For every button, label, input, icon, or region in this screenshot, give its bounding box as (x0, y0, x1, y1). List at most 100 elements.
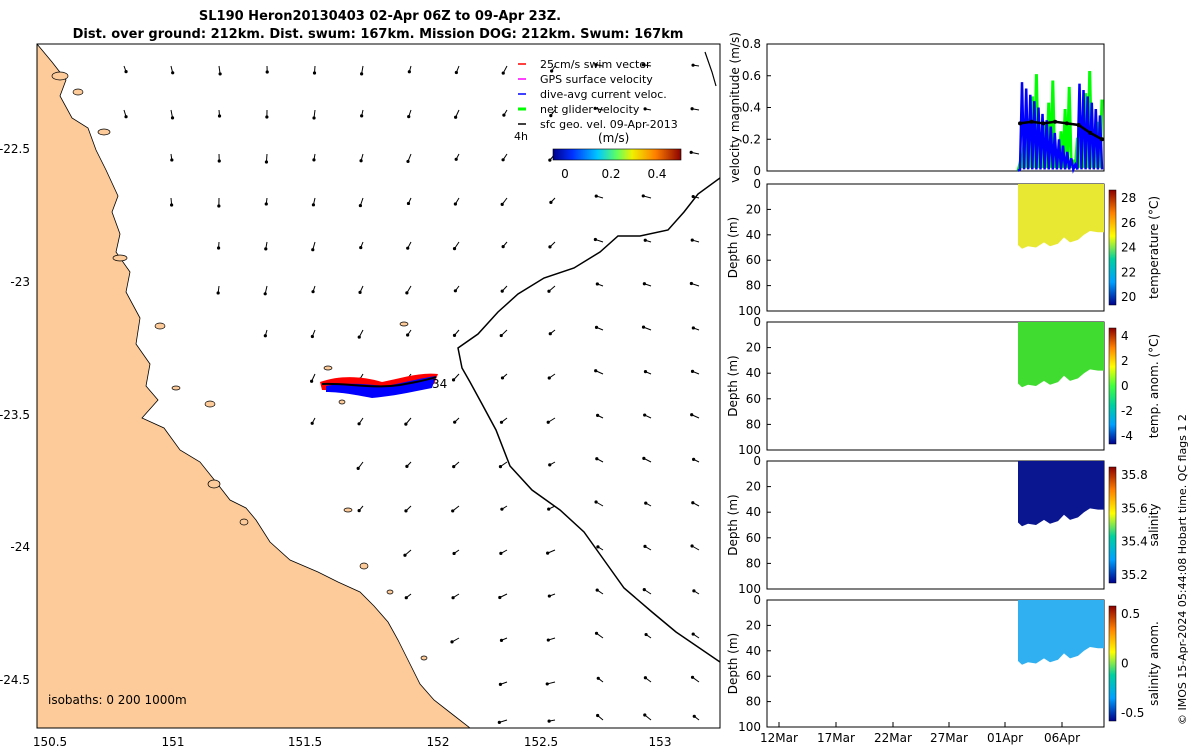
profile-field (1018, 600, 1104, 665)
current-vector-arrowhead (311, 248, 315, 252)
colorbar-title: (m/s) (598, 131, 629, 145)
current-vector-arrowhead (500, 376, 505, 380)
current-vector-arrowhead (498, 595, 502, 600)
current-vector-arrowhead (452, 464, 456, 469)
current-vector-arrowhead (264, 202, 268, 206)
current-vector-arrowhead (264, 247, 268, 251)
current-vector-arrowhead (360, 72, 364, 76)
colorbar-tick: 22 (1121, 265, 1136, 279)
depth-tick: 20 (746, 480, 761, 494)
current-vector-arrowhead (692, 457, 696, 461)
current-vector-arrowhead (546, 638, 550, 642)
current-vector-arrowhead (642, 456, 646, 460)
depth-y-label: Depth (m) (726, 494, 740, 555)
current-vector-arrowhead (691, 194, 695, 199)
current-vector-arrowhead (643, 238, 647, 242)
current-vector-arrowhead (690, 544, 694, 548)
current-vector-arrowhead (357, 335, 361, 339)
depth-y-label: Depth (m) (726, 633, 740, 694)
depth-tick: 20 (746, 341, 761, 355)
current-vector-arrowhead (499, 551, 503, 555)
island (204, 400, 216, 408)
current-vector-arrowhead (497, 720, 501, 724)
current-vector-arrowhead (501, 158, 505, 162)
panel-colorbar (1108, 189, 1117, 306)
current-vector-arrowhead (406, 201, 411, 206)
legend-time-label: 4h (514, 130, 528, 143)
current-vector-arrowhead (499, 638, 504, 642)
colorbar-tick: 35.2 (1121, 568, 1148, 582)
current-vector-arrowhead (548, 463, 552, 467)
island (112, 254, 128, 262)
current-vector-arrowhead (404, 509, 408, 513)
current-vector-arrowhead (500, 289, 504, 293)
depth-tick: 60 (746, 392, 761, 406)
depth-tick: 80 (746, 695, 761, 709)
depth-tick: 40 (746, 366, 761, 380)
time-tick-label: 17Mar (817, 731, 855, 745)
current-vector-arrowhead (451, 596, 455, 600)
island (239, 518, 249, 526)
current-vector-arrowhead (548, 158, 552, 162)
current-vector-arrowhead (124, 115, 128, 119)
current-vector-arrowhead (407, 115, 411, 119)
current-vector-arrowhead (594, 194, 598, 198)
sfc-geo-series (1019, 120, 1103, 141)
map-legend: 25cm/s swim vector GPS surface velocity di… (518, 58, 678, 131)
current-vector-arrowhead (641, 194, 645, 198)
current-vector-arrowhead (216, 246, 221, 250)
island (207, 479, 221, 489)
islands (51, 71, 428, 661)
isobath-line-north (704, 51, 717, 87)
colorbar-tick: 4 (1121, 329, 1129, 343)
speed-colorbar-tick: 0.2 (601, 167, 620, 181)
current-vector-arrowhead (404, 422, 408, 426)
current-vector-arrowhead (691, 632, 695, 636)
velocity-y-tick: 0.6 (742, 69, 761, 83)
current-vector-arrowhead (310, 334, 314, 339)
current-vector-arrowhead (359, 245, 363, 250)
current-vector-arrowhead (594, 500, 598, 504)
profile-field (1018, 322, 1104, 388)
current-vector-arrowhead (170, 158, 174, 162)
current-vector-arrowhead (403, 553, 407, 557)
current-vector-arrowhead (358, 290, 362, 294)
isobath-line (457, 177, 720, 663)
current-vector-arrowhead (217, 114, 222, 118)
current-vector-arrowhead (642, 588, 646, 592)
panel-colorbar (1108, 327, 1117, 445)
time-tick-label: 22Mar (874, 731, 912, 745)
velocity-y-tick: 0 (753, 164, 761, 178)
current-vector-arrowhead (452, 551, 456, 556)
velocity-y-tick: 0.8 (742, 37, 761, 51)
current-vector-arrowhead (547, 719, 551, 723)
current-vector-arrowhead (548, 245, 552, 249)
speed-colorbar (552, 148, 682, 161)
current-vector-arrowhead (218, 72, 222, 76)
current-vector-arrowhead (124, 70, 128, 74)
current-vector-arrowhead (312, 158, 316, 162)
depth-tick: 60 (746, 253, 761, 267)
current-vector-arrowhead (545, 682, 549, 686)
current-vector-arrowhead (596, 413, 600, 417)
island (399, 321, 409, 327)
current-vector-arrowhead (692, 714, 696, 718)
current-vector-arrowhead (691, 326, 695, 330)
depth-tick: 40 (746, 228, 761, 242)
current-vector-arrowhead (216, 291, 220, 295)
depth-tick: 20 (746, 618, 761, 632)
depth-tick: 0 (753, 454, 761, 468)
lat-tick-label: -22.5 (0, 142, 30, 156)
current-vector-arrowhead (406, 159, 410, 164)
current-vector-arrowhead (312, 116, 316, 120)
map-frame (36, 43, 721, 729)
current-vector-arrowhead (689, 150, 693, 154)
current-vector-arrowhead (548, 332, 552, 336)
map-panel: 34 isobaths: 0 200 1000m 150.5 151 151.5 15… (0, 43, 721, 749)
depth-tick: 0 (753, 593, 761, 607)
depth-tick: 80 (746, 417, 761, 431)
current-vector-arrowhead (500, 507, 504, 511)
island (72, 88, 84, 96)
current-vector-arrowhead (407, 70, 411, 74)
